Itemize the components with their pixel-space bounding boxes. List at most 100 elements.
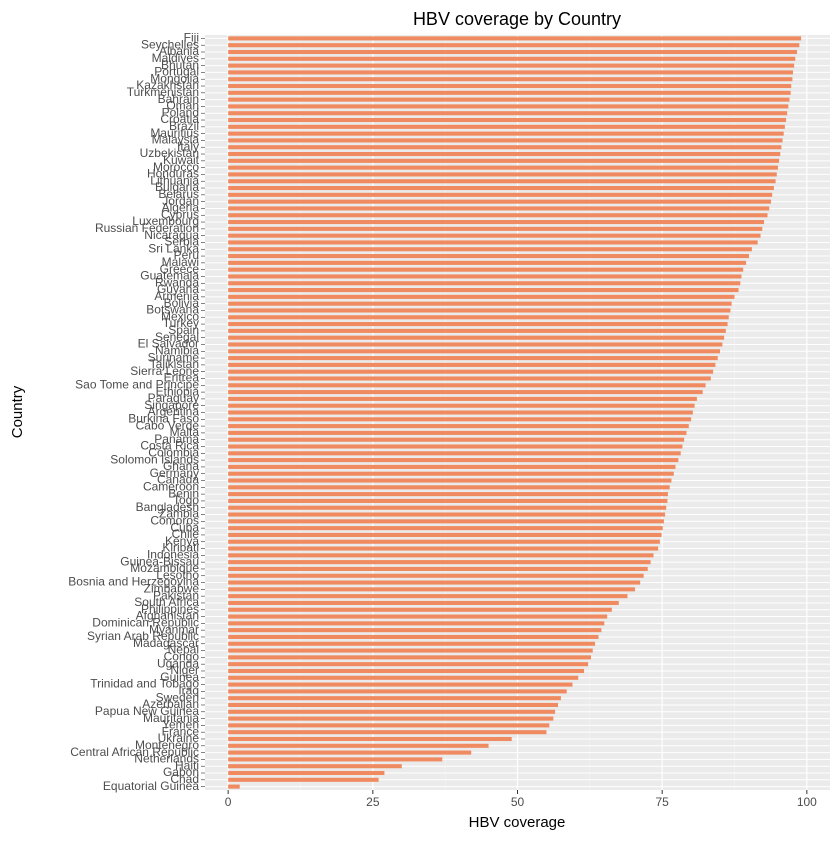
y-tick-label: Guinea-Bissau <box>120 554 199 568</box>
bar <box>228 702 559 708</box>
y-tick-label: South Africa <box>134 595 199 609</box>
bar <box>228 709 556 714</box>
y-tick-label: Iraq <box>178 684 199 698</box>
bar <box>228 743 489 748</box>
y-tick-label: Russian Federation <box>95 221 199 235</box>
bar <box>228 254 749 259</box>
bar <box>228 342 723 347</box>
y-tick-label: Serbia <box>164 235 199 249</box>
bar <box>228 424 689 429</box>
bar <box>228 519 664 524</box>
y-tick-label: Philippines <box>141 602 199 616</box>
y-tick-label: Myanmar <box>149 622 199 636</box>
bar <box>228 328 726 333</box>
bar <box>228 464 676 469</box>
y-tick-label: Ethiopia <box>156 384 200 398</box>
bar <box>228 403 695 408</box>
y-tick-label: Singapore <box>144 398 199 412</box>
y-tick-label: Bangladesh <box>136 500 199 514</box>
y-tick-label: Morocco <box>153 160 199 174</box>
y-tick-label: Eritrea <box>164 371 200 385</box>
y-tick-label: Kuwait <box>163 153 200 167</box>
bar <box>228 641 596 646</box>
bar <box>228 138 783 143</box>
y-tick-label: Jordan <box>162 194 199 208</box>
bar <box>228 607 612 612</box>
y-tick-label: Bulgaria <box>155 180 199 194</box>
y-tick-label: Sao Tome and Principe <box>75 377 199 391</box>
bar <box>228 736 512 742</box>
bar <box>228 526 663 531</box>
bar <box>228 192 773 197</box>
bar <box>228 165 778 170</box>
y-tick-label: Botswana <box>146 303 199 317</box>
y-tick-label: Syrian Arab Republic <box>87 629 199 643</box>
y-tick-label: Ghana <box>163 459 199 473</box>
y-tick-label: Mozambique <box>130 561 199 575</box>
bar <box>228 628 602 633</box>
bar <box>228 362 716 367</box>
y-tick-label: Cuba <box>170 520 199 534</box>
bar <box>228 662 589 667</box>
y-tick-label: Argentina <box>148 405 200 419</box>
y-tick-label: Tajikistan <box>150 357 199 371</box>
y-tick-label: Sierra Leone <box>130 364 199 378</box>
bar <box>228 240 758 245</box>
y-tick-label: Guinea <box>160 670 199 684</box>
bar <box>228 294 735 299</box>
y-tick-label: Spain <box>168 323 199 337</box>
bar <box>228 689 567 694</box>
y-tick-label: Guyana <box>157 282 199 296</box>
y-tick-label: Togo <box>173 493 199 507</box>
bar <box>228 124 785 129</box>
y-tick-label: Nicaragua <box>144 228 199 242</box>
bar <box>228 83 792 89</box>
y-tick-label: Lithuania <box>150 173 199 187</box>
bar <box>228 36 802 41</box>
bar <box>228 356 718 361</box>
y-tick-label: Kiribati <box>162 541 199 555</box>
bar <box>228 233 761 238</box>
bar <box>228 655 591 660</box>
x-tick-label: 100 <box>797 795 817 809</box>
y-tick-label: Senegal <box>155 330 199 344</box>
bar <box>228 145 782 150</box>
bar <box>228 179 776 184</box>
y-tick-label: Sweden <box>156 690 199 704</box>
bar <box>228 213 768 218</box>
y-tick-label: Brazil <box>169 119 199 133</box>
y-tick-label: Guatemala <box>140 269 199 283</box>
y-tick-label: Belarus <box>158 187 199 201</box>
y-axis-title: Country <box>9 385 26 438</box>
y-tick-label: Pakistan <box>153 588 199 602</box>
y-tick-label: Madagascar <box>133 636 199 650</box>
y-tick-label: Yemen <box>162 718 199 732</box>
y-tick-label: Trinidad and Tobago <box>90 677 199 691</box>
bar <box>228 668 585 674</box>
bar <box>228 335 725 340</box>
bar <box>228 512 666 517</box>
bar <box>228 308 731 313</box>
bar <box>228 485 670 490</box>
y-tick-label: Zambia <box>159 507 199 521</box>
y-tick-label: Panama <box>154 432 199 446</box>
y-tick-label: Lesotho <box>156 568 199 582</box>
y-tick-label: Bosnia and Herzegovina <box>68 575 199 589</box>
x-tick-label: 0 <box>225 795 232 809</box>
y-tick-label: Papua New Guinea <box>95 704 199 718</box>
y-tick-label: Armenia <box>154 289 199 303</box>
bar <box>228 451 681 456</box>
bar <box>228 634 599 639</box>
bar <box>228 56 796 61</box>
bar <box>228 437 685 442</box>
y-tick-label: Bolivia <box>164 296 200 310</box>
bar <box>228 594 628 599</box>
y-tick-label: Peru <box>174 248 199 262</box>
bar <box>228 104 789 109</box>
y-tick-label: Sri Lanka <box>148 241 199 255</box>
bar <box>228 770 385 776</box>
bar <box>228 675 579 680</box>
bar <box>228 566 648 571</box>
y-tick-label: Turkey <box>163 316 199 330</box>
